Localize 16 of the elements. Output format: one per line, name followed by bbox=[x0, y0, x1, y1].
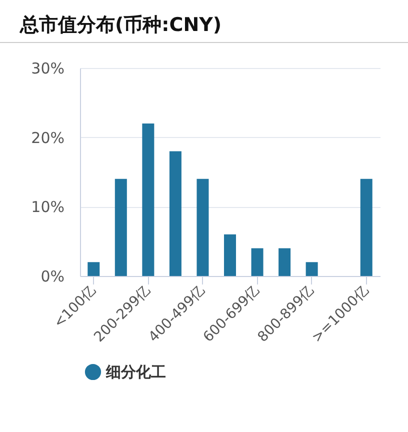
y-tick-label: 10% bbox=[31, 198, 64, 216]
bar bbox=[306, 262, 318, 276]
bar bbox=[224, 234, 236, 276]
bar bbox=[142, 123, 154, 276]
chart-title: 总市值分布(币种:CNY) bbox=[18, 13, 223, 38]
bar bbox=[360, 178, 372, 276]
bar bbox=[114, 178, 127, 276]
legend-label: 细分化工 bbox=[105, 363, 166, 381]
bar bbox=[278, 248, 291, 276]
y-tick-label: 0% bbox=[40, 268, 64, 286]
y-tick-label: 30% bbox=[31, 60, 64, 78]
bar bbox=[251, 248, 264, 276]
y-tick-label: 20% bbox=[31, 128, 64, 147]
bar bbox=[169, 151, 182, 276]
bar bbox=[196, 178, 209, 276]
bar bbox=[88, 262, 100, 276]
